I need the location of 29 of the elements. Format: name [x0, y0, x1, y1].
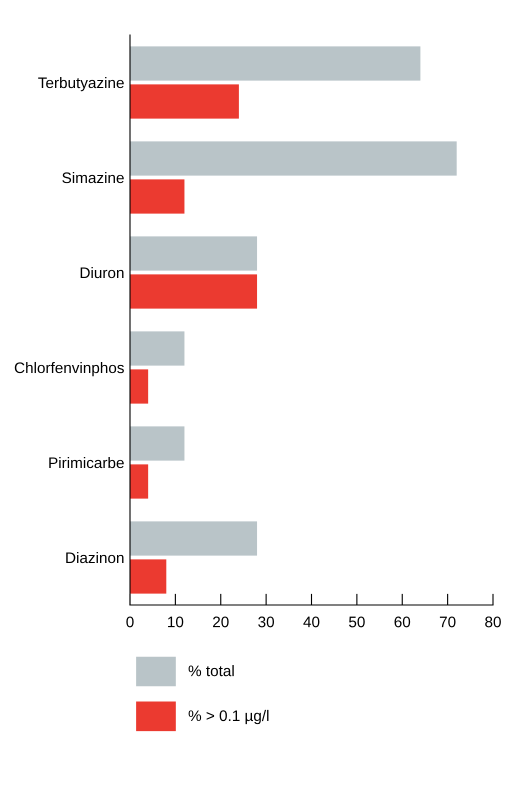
legend-label: % total — [188, 665, 234, 676]
bar — [130, 331, 184, 366]
x-tick-label: 70 — [440, 616, 456, 628]
bar — [130, 464, 148, 499]
x-tick-label: 0 — [126, 616, 134, 628]
y-tick-label: Diuron — [80, 266, 124, 278]
bar — [130, 46, 420, 81]
bar — [130, 274, 258, 309]
bar — [130, 84, 239, 119]
bar — [130, 559, 166, 594]
x-tick-label: 60 — [394, 616, 410, 628]
y-tick-label: Chlorfenvinphos — [14, 362, 124, 376]
bar — [130, 141, 457, 176]
x-tick-label: 20 — [213, 616, 229, 628]
x-tick-label: 50 — [348, 616, 365, 628]
x-tick-label: 30 — [258, 616, 274, 628]
y-tick-label: Diazinon — [66, 552, 124, 564]
y-tick-label: Simazine — [62, 172, 124, 184]
x-tick-label: 10 — [168, 616, 184, 628]
bar — [130, 179, 184, 214]
legend-label: % > 0.1 µg/l — [188, 710, 268, 724]
x-tick-label: 40 — [303, 616, 320, 628]
x-tick-label: 80 — [485, 616, 501, 628]
y-tick-label: Pirimicarbe — [49, 456, 124, 468]
bar — [130, 521, 258, 556]
bar — [130, 369, 148, 404]
y-tick-label: Terbutyazine — [38, 76, 124, 92]
bar — [130, 426, 184, 461]
bar — [130, 236, 258, 271]
